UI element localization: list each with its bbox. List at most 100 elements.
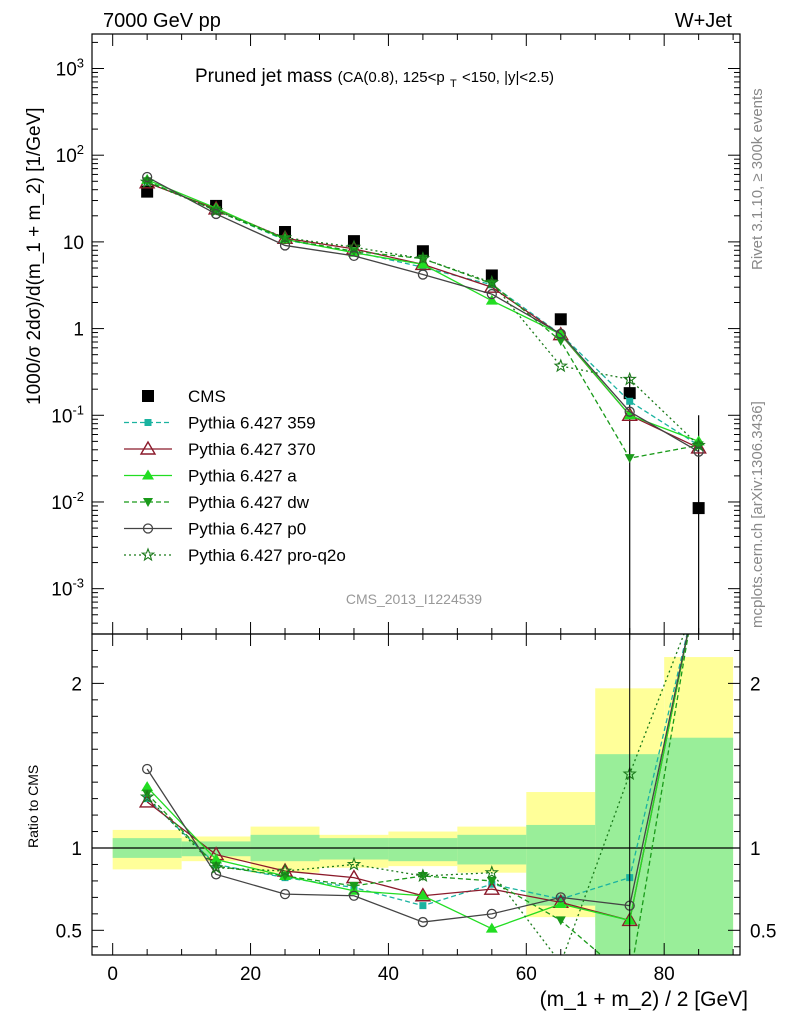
data-point bbox=[622, 371, 637, 386]
ratio-point bbox=[346, 856, 362, 871]
ratio-point bbox=[211, 862, 222, 872]
band-inner bbox=[388, 838, 458, 862]
ratio-y-label: Ratio to CMS bbox=[25, 765, 41, 848]
data-point bbox=[484, 274, 499, 289]
analysis-id: CMS_2013_I1224539 bbox=[346, 591, 482, 607]
ratio-point bbox=[348, 881, 359, 891]
ratio-point bbox=[348, 890, 360, 901]
side-labels: Rivet 3.1.10, ≥ 300k events mcplots.cern… bbox=[749, 88, 766, 628]
tick-exponent: -2 bbox=[72, 489, 84, 504]
series-line bbox=[146, 176, 699, 453]
mcplots-label: mcplots.cern.ch [arXiv:1306.3436] bbox=[749, 401, 766, 628]
tick-base: 10 bbox=[51, 580, 72, 601]
tick-exponent: -3 bbox=[72, 576, 84, 591]
ratio-y-tick-label: 0.5 bbox=[750, 921, 776, 942]
legend-label: Pythia 6.427 a bbox=[188, 467, 297, 486]
legend-marker bbox=[142, 390, 154, 402]
data-point bbox=[553, 358, 569, 373]
data-point bbox=[346, 239, 362, 254]
legend-label: Pythia 6.427 p0 bbox=[188, 520, 306, 539]
legend-entry: Pythia 6.427 p0 bbox=[124, 520, 306, 539]
ratio-point bbox=[554, 897, 567, 908]
ratio-frame bbox=[91, 633, 741, 956]
data-point bbox=[277, 229, 293, 244]
data-point bbox=[279, 240, 291, 251]
ratio-point bbox=[484, 865, 499, 879]
ratio-point bbox=[417, 916, 429, 928]
data-point bbox=[141, 171, 153, 183]
ratio-y-tick-label: 1 bbox=[750, 839, 761, 860]
series-5 bbox=[141, 171, 704, 457]
x-tick-label: 80 bbox=[654, 964, 675, 985]
band-inner bbox=[319, 838, 389, 860]
data-point bbox=[626, 397, 634, 405]
x-axis-label: (m_1 + m_2) / 2 [GeV] bbox=[540, 988, 748, 1011]
series-line bbox=[146, 182, 699, 449]
ratio-point bbox=[486, 876, 497, 886]
ratio-series-5 bbox=[139, 634, 685, 968]
data-point bbox=[486, 288, 497, 300]
tick-exponent: 3 bbox=[77, 55, 84, 70]
tick-base: 10 bbox=[56, 146, 77, 167]
legend-marker bbox=[142, 469, 154, 480]
main-y-label: 1000/σ 2dσ)/d(m_1 + m_2) [1/GeV] bbox=[24, 107, 45, 405]
svg-text:Pruned jet mass (CA(0.8): Pruned jet mass (CA(0.8), 125<p T <150, … bbox=[195, 66, 554, 92]
data-point bbox=[208, 202, 224, 217]
data-point bbox=[623, 409, 636, 420]
data-point bbox=[141, 185, 154, 198]
ratio-line bbox=[146, 634, 685, 955]
tick-exponent: 2 bbox=[77, 142, 84, 157]
legend: CMS Pythia 6.427 359 Pythia 6.427 370 Pythi… bbox=[124, 387, 346, 565]
legend-entry: Pythia 6.427 370 bbox=[124, 440, 316, 459]
y-tick-label: 10-1 bbox=[51, 402, 84, 427]
y-tick-label: 10 bbox=[63, 233, 84, 254]
ratio-point bbox=[279, 888, 291, 900]
legend-entry: Pythia 6.427 pro-q2o bbox=[124, 546, 346, 565]
ratio-y-tick-label: 0.5 bbox=[56, 921, 82, 942]
series-line bbox=[146, 179, 699, 442]
legend-marker bbox=[139, 440, 157, 455]
series-line bbox=[146, 181, 700, 446]
ratio-point bbox=[486, 908, 497, 919]
plot-title-main: Pruned jet mass bbox=[195, 66, 332, 87]
data-point bbox=[691, 437, 706, 452]
ratio-point bbox=[555, 892, 566, 903]
header-left: 7000 GeV pp bbox=[103, 10, 221, 32]
tick-base: 10 bbox=[51, 493, 72, 514]
plot-title: Pruned jet mass (CA(0.8), 125<p T <150, … bbox=[195, 66, 554, 92]
legend-label: Pythia 6.427 pro-q2o bbox=[188, 546, 346, 565]
data-point bbox=[690, 439, 707, 454]
legend-marker bbox=[142, 523, 154, 534]
ratio-point bbox=[277, 863, 293, 878]
data-point bbox=[624, 406, 635, 417]
x-tick-label: 60 bbox=[516, 964, 537, 985]
band-inner bbox=[457, 834, 527, 865]
ratio-point bbox=[555, 957, 566, 968]
ratio-point bbox=[416, 889, 429, 900]
y-tick-label: 1 bbox=[73, 320, 84, 341]
data-point bbox=[555, 336, 566, 346]
ratio-point bbox=[555, 916, 566, 926]
main-series-layer bbox=[138, 171, 707, 634]
legend-label: Pythia 6.427 370 bbox=[188, 440, 316, 459]
ratio-point bbox=[141, 763, 153, 775]
x-tick-label: 20 bbox=[240, 964, 261, 985]
data-point bbox=[555, 328, 566, 339]
y-tick-label: 10-2 bbox=[51, 489, 84, 514]
ratio-y-tick-label: 2 bbox=[71, 674, 82, 695]
ratio-point bbox=[414, 887, 432, 902]
data-point bbox=[139, 174, 155, 189]
legend-entry: Pythia 6.427 a bbox=[124, 467, 297, 486]
tick-base: 10 bbox=[56, 59, 77, 80]
band-inner bbox=[664, 737, 734, 955]
main-y-axis-label: 1000/σ 2dσ)/d(m_1 + m_2) [1/GeV] bbox=[24, 107, 45, 405]
ratio-point bbox=[415, 868, 431, 883]
legend-marker bbox=[143, 498, 153, 507]
ratio-point bbox=[485, 922, 498, 933]
rivet-label: Rivet 3.1.10, ≥ 300k events bbox=[749, 88, 766, 270]
ratio-y-tick-label: 1 bbox=[71, 839, 82, 860]
legend-label: Pythia 6.427 359 bbox=[188, 414, 316, 433]
legend-entry: Pythia 6.427 359 bbox=[124, 414, 316, 433]
